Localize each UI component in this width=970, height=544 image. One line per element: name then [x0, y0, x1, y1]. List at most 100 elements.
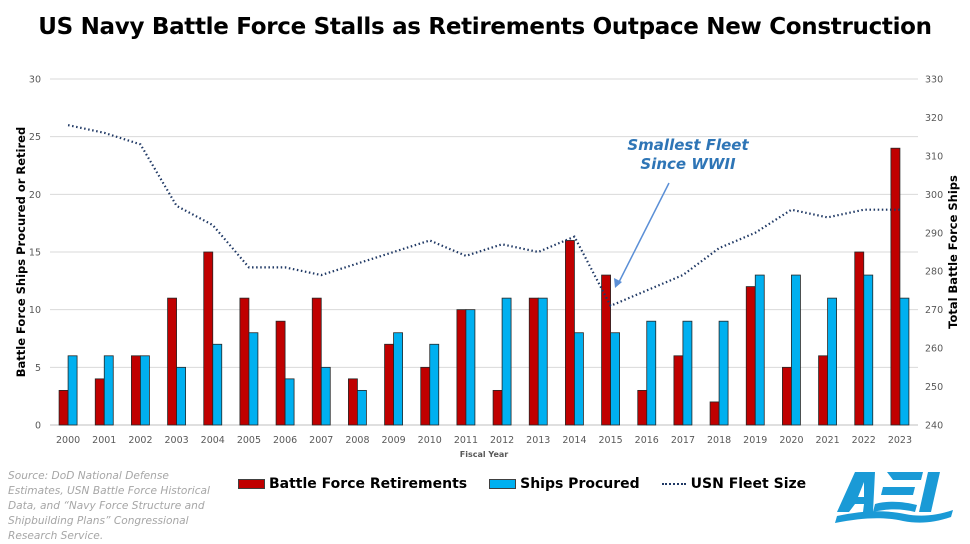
fleet-size-line — [67, 124, 900, 308]
x-tick-label: 2020 — [779, 435, 803, 446]
legend-label: Ships Procured — [520, 476, 640, 492]
x-tick-label: 2005 — [237, 435, 261, 446]
annotation-line1: Smallest Fleet — [627, 136, 749, 154]
legend-label: USN Fleet Size — [690, 476, 807, 492]
bar-procured — [248, 332, 259, 426]
y-tick-label: 25 — [29, 132, 41, 143]
y2-tick-label: 240 — [925, 421, 943, 432]
y2-tick-label: 300 — [925, 190, 943, 201]
bar-retirements — [131, 355, 141, 426]
bar-procured — [320, 366, 331, 426]
bar-retirements — [818, 355, 828, 426]
bar-procured — [501, 297, 512, 426]
y2-tick-label: 260 — [925, 344, 943, 355]
x-tick-label: 2007 — [309, 435, 333, 446]
bar-procured — [610, 332, 620, 426]
bar-retirements — [275, 320, 286, 426]
x-tick-label: 2011 — [454, 435, 478, 446]
logo-letter-a — [837, 472, 875, 512]
legend-swatch-retirements — [238, 479, 265, 489]
y2-tick-label: 280 — [925, 267, 943, 278]
bar-retirements — [782, 366, 792, 426]
bar-procured — [827, 297, 837, 426]
bar-retirements — [311, 297, 322, 426]
bar-retirements — [637, 389, 648, 426]
bar-retirements — [239, 297, 250, 426]
x-axis-title: Fiscal Year — [460, 450, 509, 459]
bars — [58, 147, 910, 426]
bar-procured — [646, 320, 657, 426]
legend-item-procured: Ships Procured — [489, 476, 640, 492]
bar-procured — [718, 320, 729, 426]
source-note: Source: DoD National Defense Estimates, … — [8, 470, 210, 542]
logo-wave — [835, 510, 953, 523]
bar-retirements — [528, 297, 539, 426]
bar-retirements — [203, 251, 214, 426]
y-tick-label: 10 — [29, 305, 41, 316]
x-tick-label: 2015 — [598, 435, 622, 446]
legend-swatch-fleet-size — [661, 483, 686, 485]
bar-procured — [574, 332, 584, 426]
bar-procured — [537, 297, 548, 426]
bar-procured — [682, 320, 693, 426]
bar-retirements — [384, 343, 394, 426]
logo-letter-i — [919, 472, 940, 512]
y2-tick-label: 330 — [925, 75, 943, 86]
annotation-line2: Since WWII — [640, 155, 736, 173]
bar-procured — [103, 355, 114, 426]
bar-retirements — [167, 297, 177, 426]
x-tick-label: 2001 — [92, 435, 116, 446]
x-tick-label: 2006 — [273, 435, 297, 446]
x-tick-label: 2000 — [56, 435, 80, 446]
bar-retirements — [565, 240, 575, 426]
x-tick-label: 2022 — [852, 435, 876, 446]
bar-procured — [67, 355, 78, 426]
x-tick-label: 2008 — [345, 435, 369, 446]
bar-procured — [357, 389, 367, 426]
bar-retirements — [673, 355, 684, 426]
bar-procured — [899, 297, 910, 426]
y-tick-label: 30 — [29, 75, 41, 86]
x-axis-ticks: 2000 2001 2002 2003 2004 2005 2006 2007 2008 2009… — [56, 435, 912, 446]
aei-logo — [835, 472, 953, 523]
bar-procured — [791, 274, 801, 426]
x-tick-label: 2016 — [635, 435, 659, 446]
bar-procured — [140, 355, 150, 426]
y-tick-label: 15 — [29, 248, 41, 259]
x-tick-label: 2021 — [815, 435, 839, 446]
x-tick-label: 2019 — [743, 435, 767, 446]
bar-retirements — [420, 366, 431, 426]
y-tick-label: 0 — [35, 421, 41, 432]
y-tick-label: 20 — [29, 190, 41, 201]
bar-procured — [465, 309, 476, 426]
x-tick-label: 2018 — [707, 435, 731, 446]
x-tick-label: 2023 — [888, 435, 912, 446]
x-tick-label: 2003 — [164, 435, 188, 446]
chart-title: US Navy Battle Force Stalls as Retiremen… — [38, 14, 932, 40]
left-axis-ticks: 0 5 10 15 20 25 30 — [29, 75, 41, 432]
x-tick-label: 2017 — [671, 435, 695, 446]
bar-retirements — [492, 389, 503, 426]
x-tick-label: 2004 — [201, 435, 225, 446]
y2-tick-label: 250 — [925, 382, 943, 393]
logo-letter-e-top — [887, 472, 923, 480]
y2-axis-title: Total Battle Force Ships — [946, 175, 960, 329]
y2-tick-label: 290 — [925, 228, 943, 239]
bar-retirements — [890, 147, 901, 426]
legend-item-retirements: Battle Force Retirements — [238, 476, 467, 492]
legend-item-fleet-size: USN Fleet Size — [661, 476, 807, 492]
legend: Battle Force Retirements Ships Procured … — [238, 476, 828, 492]
x-tick-label: 2009 — [381, 435, 405, 446]
gridlines — [50, 78, 918, 426]
bar-retirements — [854, 251, 865, 426]
bar-procured — [393, 332, 403, 426]
annotation-arrow — [617, 182, 670, 285]
y2-tick-label: 270 — [925, 305, 943, 316]
y2-tick-label: 320 — [925, 113, 943, 124]
x-tick-label: 2012 — [490, 435, 514, 446]
bar-retirements — [94, 378, 105, 426]
x-tick-label: 2002 — [128, 435, 152, 446]
logo-letter-e-middle — [881, 487, 915, 495]
bar-retirements — [709, 401, 720, 426]
